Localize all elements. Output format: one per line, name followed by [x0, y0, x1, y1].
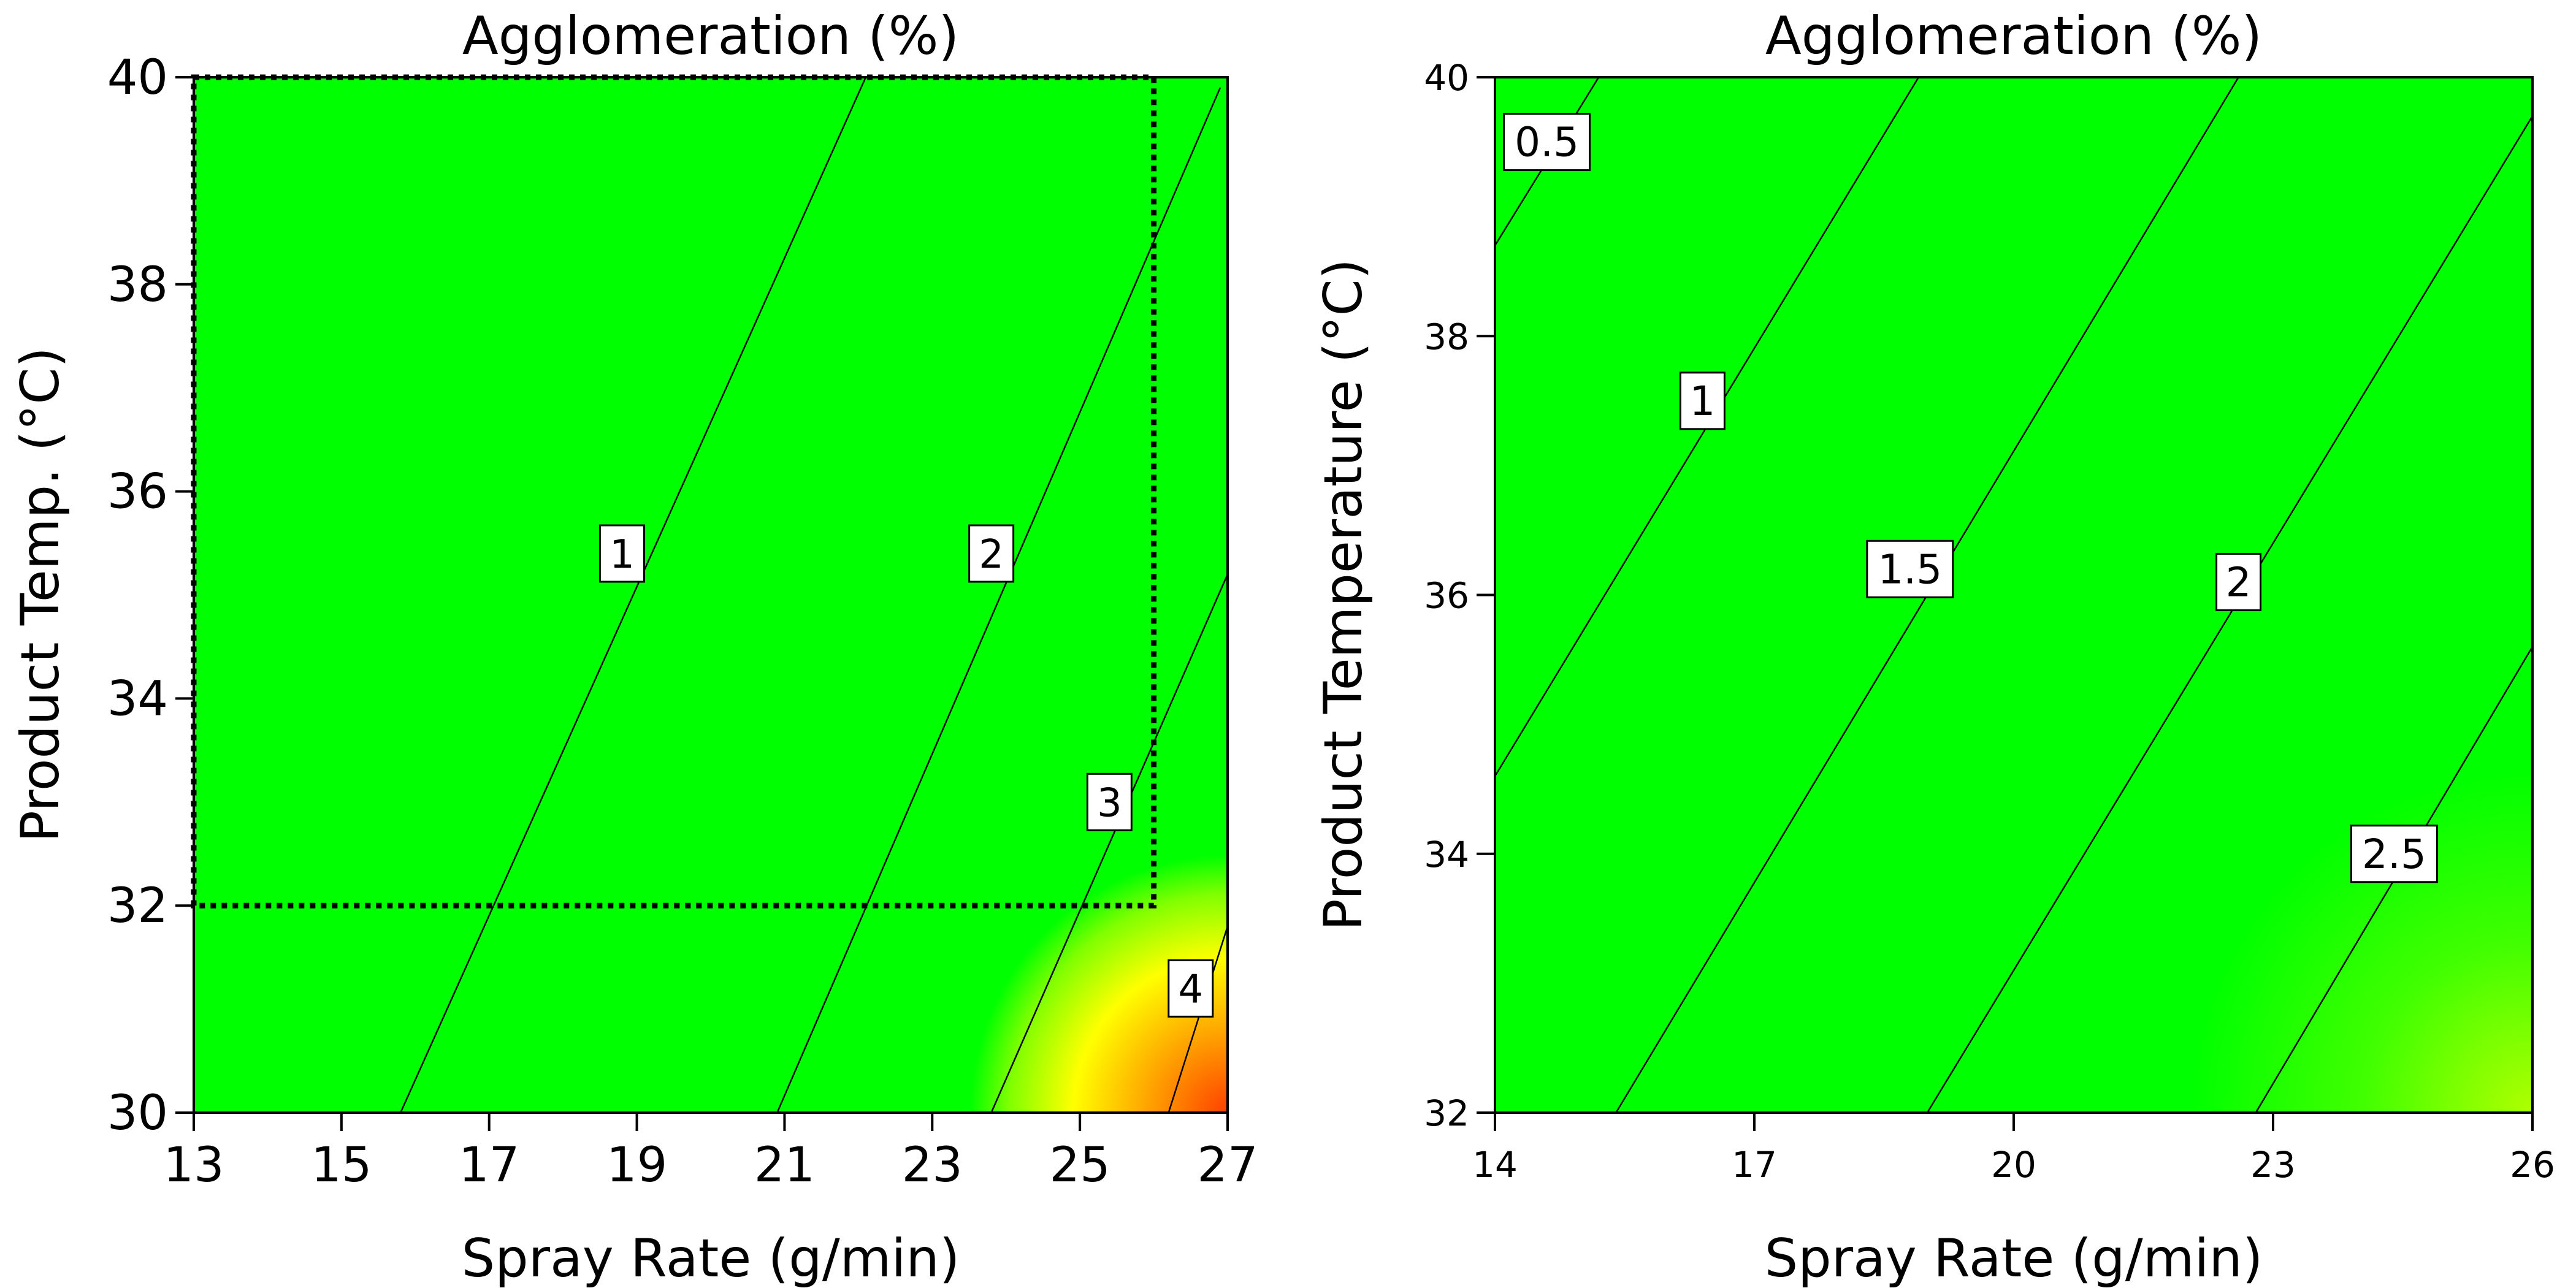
svg-text:1.5: 1.5 [1878, 546, 1942, 593]
x-tick-label: 13 [163, 1138, 224, 1193]
x-tick-label: 25 [1050, 1138, 1110, 1193]
svg-text:4: 4 [1178, 967, 1203, 1012]
contour-label-2: 2 [968, 524, 1015, 583]
x-tick-label: 23 [2250, 1144, 2296, 1186]
chart-title-right: Agglomeration (%) [1765, 6, 2262, 67]
y-axis-label-right: Product Temperature (°C) [1313, 259, 1374, 931]
contour-label-2-5: 2.5 [2350, 825, 2438, 883]
contour-label-0-5: 0.5 [1503, 113, 1591, 172]
contour-label-1: 1 [1679, 372, 1726, 430]
x-axis-label-left: Spray Rate (g/min) [462, 1228, 960, 1288]
x-axis-label-right: Spray Rate (g/min) [1765, 1228, 2263, 1288]
svg-text:2.5: 2.5 [2362, 831, 2426, 878]
contour-line-3 [990, 574, 1229, 1113]
svg-text:1: 1 [610, 532, 635, 577]
y-tick-label: 38 [1424, 316, 1469, 357]
x-tick-label: 21 [754, 1138, 815, 1193]
heat-overlay-left [194, 77, 1228, 1113]
contour-line-2 [1926, 115, 2534, 1113]
contour-label-4: 4 [1168, 959, 1214, 1018]
y-tick-label: 36 [1424, 575, 1469, 617]
contour-label-1-5: 1.5 [1866, 539, 1954, 598]
y-tick-label: 36 [107, 465, 168, 520]
y-tick-label: 34 [1424, 834, 1469, 875]
x-tick-label: 20 [1991, 1144, 2036, 1186]
x-tick-label: 17 [1732, 1144, 1777, 1186]
y-tick-label: 32 [107, 878, 168, 934]
x-tick-label: 23 [902, 1138, 963, 1193]
heat-overlay-right [1495, 77, 2532, 1113]
x-tick-label: 15 [311, 1138, 372, 1193]
x-tick-label: 26 [2510, 1144, 2555, 1186]
chart-right: 14 17 20 23 26 32 34 36 38 40 0.5 1 1.5 2 2.5 Agglom… [1313, 6, 2555, 1288]
y-tick-label: 34 [107, 671, 168, 726]
contour-label-2: 2 [2215, 552, 2262, 611]
x-tick-label: 27 [1197, 1138, 1258, 1193]
plot-frame-left [193, 76, 1229, 1114]
contour-label-1: 1 [598, 524, 645, 583]
svg-text:2: 2 [2226, 558, 2252, 606]
contour-label-3: 3 [1086, 772, 1133, 831]
svg-text:2: 2 [979, 532, 1004, 577]
contour-line-1 [400, 77, 867, 1113]
chart-title-left: Agglomeration (%) [462, 6, 959, 67]
contour-line-2 [776, 87, 1221, 1113]
y-tick-label: 38 [107, 257, 168, 313]
svg-text:1: 1 [1689, 378, 1715, 425]
x-tick-label: 17 [459, 1138, 519, 1193]
x-tick-label: 14 [1472, 1144, 1518, 1186]
svg-text:0.5: 0.5 [1515, 119, 1579, 166]
y-tick-label: 30 [107, 1086, 168, 1141]
y-tick-label: 32 [1424, 1092, 1469, 1134]
y-tick-label: 40 [1424, 57, 1469, 99]
svg-text:3: 3 [1097, 780, 1122, 826]
contour-line-4 [1168, 926, 1229, 1113]
x-tick-label: 19 [606, 1138, 667, 1193]
y-axis-label-left: Product Temp. (°C) [10, 347, 71, 842]
y-tick-label: 40 [107, 50, 168, 105]
